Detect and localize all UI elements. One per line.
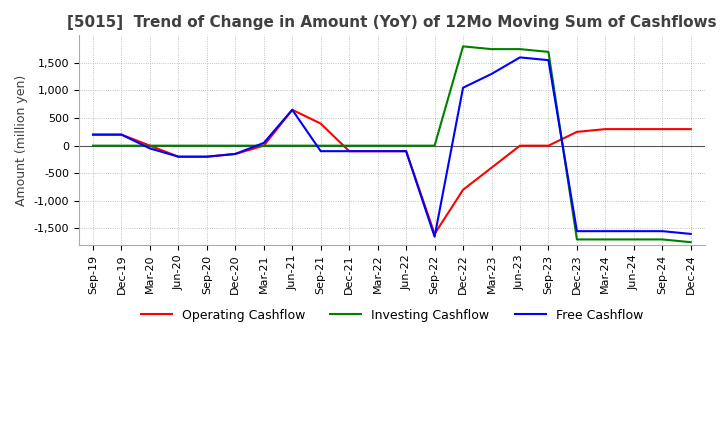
Operating Cashflow bbox=[202, 154, 211, 159]
Operating Cashflow bbox=[231, 151, 240, 157]
Investing Cashflow bbox=[288, 143, 297, 148]
Investing Cashflow bbox=[145, 143, 154, 148]
Investing Cashflow bbox=[316, 143, 325, 148]
Operating Cashflow bbox=[174, 154, 183, 159]
Operating Cashflow bbox=[572, 129, 581, 135]
Free Cashflow bbox=[402, 149, 410, 154]
Title: [5015]  Trend of Change in Amount (YoY) of 12Mo Moving Sum of Cashflows: [5015] Trend of Change in Amount (YoY) o… bbox=[67, 15, 716, 30]
Free Cashflow bbox=[629, 228, 638, 234]
Free Cashflow bbox=[487, 71, 496, 77]
Investing Cashflow bbox=[174, 143, 183, 148]
Operating Cashflow bbox=[288, 107, 297, 113]
Free Cashflow bbox=[345, 149, 354, 154]
Operating Cashflow bbox=[658, 126, 667, 132]
Investing Cashflow bbox=[202, 143, 211, 148]
Operating Cashflow bbox=[487, 165, 496, 170]
Investing Cashflow bbox=[89, 143, 97, 148]
Investing Cashflow bbox=[259, 143, 268, 148]
Operating Cashflow bbox=[459, 187, 467, 192]
Investing Cashflow bbox=[231, 143, 240, 148]
Operating Cashflow bbox=[629, 126, 638, 132]
Legend: Operating Cashflow, Investing Cashflow, Free Cashflow: Operating Cashflow, Investing Cashflow, … bbox=[135, 304, 648, 327]
Investing Cashflow bbox=[601, 237, 610, 242]
Investing Cashflow bbox=[544, 49, 553, 55]
Operating Cashflow bbox=[345, 149, 354, 154]
Free Cashflow bbox=[658, 228, 667, 234]
Free Cashflow bbox=[572, 228, 581, 234]
Free Cashflow bbox=[459, 85, 467, 90]
Free Cashflow bbox=[686, 231, 695, 237]
Free Cashflow bbox=[259, 140, 268, 146]
Y-axis label: Amount (million yen): Amount (million yen) bbox=[15, 74, 28, 206]
Investing Cashflow bbox=[459, 44, 467, 49]
Free Cashflow bbox=[288, 107, 297, 113]
Operating Cashflow bbox=[402, 149, 410, 154]
Operating Cashflow bbox=[544, 143, 553, 148]
Operating Cashflow bbox=[431, 231, 439, 237]
Operating Cashflow bbox=[259, 143, 268, 148]
Free Cashflow bbox=[145, 146, 154, 151]
Investing Cashflow bbox=[487, 47, 496, 52]
Operating Cashflow bbox=[601, 126, 610, 132]
Investing Cashflow bbox=[117, 143, 126, 148]
Operating Cashflow bbox=[89, 132, 97, 137]
Free Cashflow bbox=[601, 228, 610, 234]
Line: Free Cashflow: Free Cashflow bbox=[93, 57, 690, 237]
Line: Investing Cashflow: Investing Cashflow bbox=[93, 46, 690, 242]
Free Cashflow bbox=[89, 132, 97, 137]
Investing Cashflow bbox=[516, 47, 524, 52]
Operating Cashflow bbox=[516, 143, 524, 148]
Free Cashflow bbox=[516, 55, 524, 60]
Line: Operating Cashflow: Operating Cashflow bbox=[93, 110, 690, 234]
Operating Cashflow bbox=[145, 143, 154, 148]
Investing Cashflow bbox=[431, 143, 439, 148]
Investing Cashflow bbox=[374, 143, 382, 148]
Free Cashflow bbox=[231, 151, 240, 157]
Free Cashflow bbox=[202, 154, 211, 159]
Free Cashflow bbox=[117, 132, 126, 137]
Investing Cashflow bbox=[658, 237, 667, 242]
Operating Cashflow bbox=[374, 149, 382, 154]
Free Cashflow bbox=[431, 234, 439, 239]
Investing Cashflow bbox=[345, 143, 354, 148]
Investing Cashflow bbox=[572, 237, 581, 242]
Investing Cashflow bbox=[629, 237, 638, 242]
Free Cashflow bbox=[374, 149, 382, 154]
Free Cashflow bbox=[316, 149, 325, 154]
Free Cashflow bbox=[174, 154, 183, 159]
Operating Cashflow bbox=[117, 132, 126, 137]
Investing Cashflow bbox=[686, 239, 695, 245]
Operating Cashflow bbox=[686, 126, 695, 132]
Operating Cashflow bbox=[316, 121, 325, 126]
Free Cashflow bbox=[544, 58, 553, 63]
Investing Cashflow bbox=[402, 143, 410, 148]
